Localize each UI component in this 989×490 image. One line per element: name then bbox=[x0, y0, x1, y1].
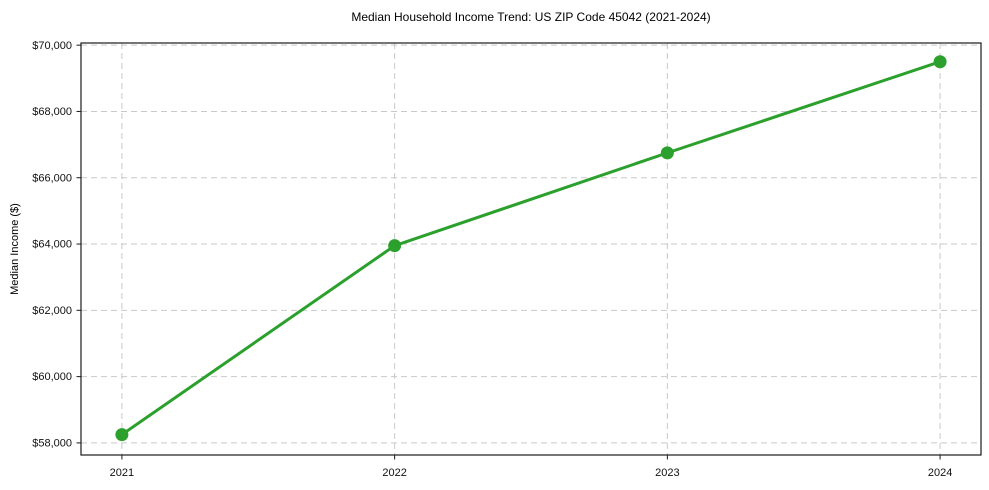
y-tick-label: $68,000 bbox=[32, 106, 72, 118]
data-point-2021 bbox=[115, 428, 129, 442]
x-tick-label: 2023 bbox=[655, 467, 679, 479]
data-point-2022 bbox=[388, 239, 402, 253]
y-tick-label: $70,000 bbox=[32, 40, 72, 52]
x-tick-label: 2022 bbox=[382, 467, 406, 479]
y-tick-label: $60,000 bbox=[32, 371, 72, 383]
y-tick-label: $64,000 bbox=[32, 239, 72, 251]
plot-border bbox=[80, 42, 982, 456]
data-point-2024 bbox=[933, 55, 947, 69]
y-tick-label: $58,000 bbox=[32, 438, 72, 450]
income-trend-line bbox=[120, 60, 942, 437]
x-tick-label: 2021 bbox=[110, 467, 134, 479]
y-tick-label: $66,000 bbox=[32, 172, 72, 184]
y-tick-label: $62,000 bbox=[32, 305, 72, 317]
data-point-2023 bbox=[660, 146, 674, 160]
x-tick-label: 2024 bbox=[928, 467, 952, 479]
chart-title: Median Household Income Trend: US ZIP Co… bbox=[351, 10, 711, 24]
